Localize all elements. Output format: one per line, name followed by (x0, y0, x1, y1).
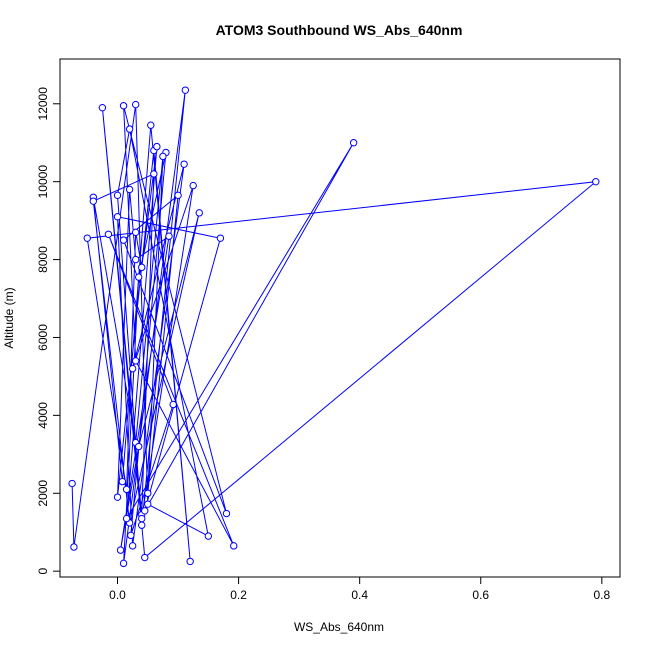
data-point (131, 100, 140, 109)
y-axis: 0 2000 4000 6000 8000 10000 12000 (36, 87, 61, 575)
y-tick-label: 0 (36, 568, 50, 575)
y-tick-label: 2000 (36, 480, 50, 507)
data-point (150, 170, 158, 178)
data-point (118, 477, 127, 486)
x-tick-label: 0.0 (109, 588, 126, 602)
data-point (127, 531, 135, 540)
data-point (189, 181, 197, 190)
data-point (131, 357, 140, 365)
data-point (131, 255, 140, 264)
data-point (122, 514, 131, 523)
data-point (159, 152, 167, 161)
data-point (125, 125, 134, 133)
data-point (116, 546, 125, 554)
data-point (592, 177, 600, 186)
data-point (349, 139, 358, 147)
data-point (169, 400, 177, 409)
data-point (113, 493, 122, 501)
data-point (180, 160, 188, 168)
data-point (138, 521, 146, 529)
x-tick-label: 0.8 (593, 588, 610, 602)
data-point (138, 514, 146, 523)
data-point (141, 553, 149, 562)
data-point (70, 543, 78, 551)
y-axis-label: Altitude (m) (2, 287, 16, 348)
data-point (153, 142, 161, 151)
data-point (89, 197, 97, 205)
data-point (135, 273, 143, 281)
data-point (230, 542, 238, 550)
data-point (128, 542, 137, 550)
data-point (104, 230, 113, 238)
series-line (71, 90, 598, 564)
x-tick-label: 0.2 (230, 588, 247, 602)
data-point (195, 209, 203, 217)
data-point (119, 236, 128, 244)
data-point (147, 121, 155, 129)
data-point (113, 213, 122, 221)
data-point (174, 191, 182, 200)
data-point (181, 86, 190, 94)
data-point (113, 191, 122, 200)
data-point (144, 489, 152, 497)
data-point (128, 364, 137, 373)
x-axis-label: WS_Abs_640nm (294, 620, 384, 634)
data-point (135, 442, 143, 451)
y-tick-label: 8000 (36, 246, 50, 273)
x-axis: 0.0 0.2 0.4 0.6 0.8 (109, 576, 611, 602)
data-point (204, 532, 213, 540)
data-point (216, 234, 225, 242)
y-tick-label: 10000 (36, 165, 50, 199)
data-point (98, 103, 107, 112)
data-point (165, 232, 173, 240)
y-tick-label: 6000 (36, 324, 50, 351)
data-point (186, 557, 194, 566)
data-point (131, 228, 140, 237)
y-tick-label: 12000 (36, 87, 50, 121)
data-point (144, 500, 152, 508)
data-point (138, 263, 146, 272)
chart-title: ATOM3 Southbound WS_Abs_640nm (216, 22, 463, 38)
x-tick-label: 0.6 (472, 588, 489, 602)
data-point (119, 559, 128, 568)
data-point (119, 102, 128, 110)
data-point (141, 507, 149, 515)
series-layer (68, 86, 600, 568)
data-point (122, 485, 131, 494)
data-point (125, 185, 134, 194)
data-point (68, 479, 76, 488)
x-tick-label: 0.4 (351, 588, 368, 602)
data-point (83, 234, 91, 242)
y-tick-label: 4000 (36, 402, 50, 429)
data-point (222, 509, 231, 518)
